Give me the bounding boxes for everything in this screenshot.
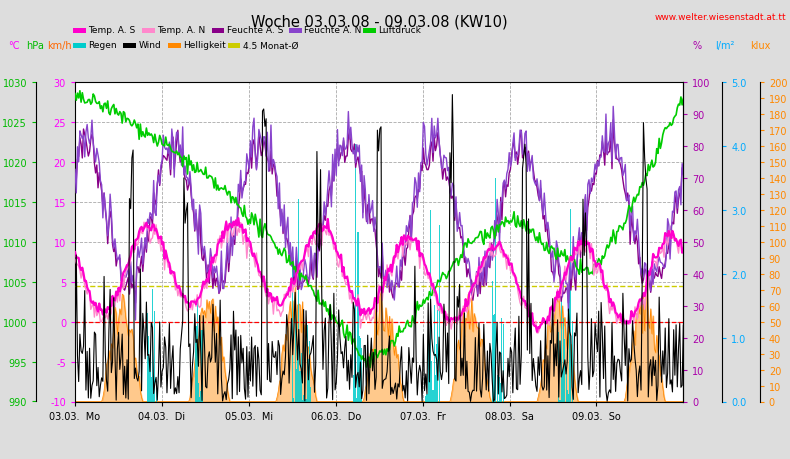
- Text: Regen: Regen: [88, 41, 117, 50]
- Bar: [569, 265, 570, 402]
- Bar: [195, 326, 197, 402]
- Bar: [152, 290, 153, 402]
- Bar: [201, 330, 202, 402]
- Bar: [301, 354, 302, 402]
- Bar: [429, 369, 430, 402]
- Text: Woche 03.03.08 - 09.03.08 (KW10): Woche 03.03.08 - 09.03.08 (KW10): [251, 15, 507, 30]
- Bar: [432, 390, 434, 402]
- Bar: [568, 394, 569, 402]
- Bar: [304, 379, 306, 402]
- Bar: [197, 297, 198, 402]
- Text: 4.5 Monat-Ø: 4.5 Monat-Ø: [243, 41, 298, 50]
- Bar: [293, 398, 295, 402]
- Bar: [352, 375, 354, 402]
- Text: www.welter.wiesenstadt.at.tt: www.welter.wiesenstadt.at.tt: [654, 13, 786, 22]
- Bar: [435, 375, 436, 402]
- Bar: [561, 302, 562, 402]
- Bar: [297, 352, 298, 402]
- Text: Feuchte A. N: Feuchte A. N: [304, 26, 362, 35]
- Bar: [307, 325, 308, 402]
- Bar: [499, 377, 500, 402]
- Bar: [361, 348, 362, 402]
- Bar: [153, 382, 154, 402]
- Bar: [438, 225, 439, 402]
- Text: hPa: hPa: [26, 41, 44, 51]
- Bar: [431, 362, 432, 402]
- Bar: [151, 377, 152, 402]
- Bar: [306, 399, 307, 402]
- Bar: [356, 397, 357, 402]
- Bar: [149, 359, 151, 402]
- Bar: [564, 339, 566, 402]
- Bar: [497, 375, 498, 402]
- Bar: [566, 391, 568, 402]
- Bar: [495, 178, 496, 402]
- Text: °C: °C: [8, 41, 20, 51]
- Bar: [571, 321, 573, 402]
- Bar: [570, 210, 571, 402]
- Bar: [436, 345, 437, 402]
- Bar: [199, 397, 200, 402]
- Bar: [295, 369, 297, 402]
- Bar: [559, 400, 561, 402]
- Text: Luftdruck: Luftdruck: [378, 26, 421, 35]
- Bar: [493, 315, 494, 402]
- Bar: [358, 232, 359, 402]
- Text: Feuchte A. S: Feuchte A. S: [227, 26, 283, 35]
- Bar: [355, 144, 356, 402]
- Bar: [308, 359, 309, 402]
- Text: Wind: Wind: [138, 41, 161, 50]
- Bar: [491, 281, 493, 402]
- Text: %: %: [692, 41, 702, 51]
- Text: l/m²: l/m²: [715, 41, 735, 51]
- Bar: [434, 306, 435, 402]
- Bar: [563, 318, 564, 402]
- Text: Temp. A. S: Temp. A. S: [88, 26, 136, 35]
- Bar: [427, 331, 429, 402]
- Bar: [310, 387, 311, 402]
- Bar: [562, 372, 563, 402]
- Text: Temp. A. N: Temp. A. N: [157, 26, 205, 35]
- Bar: [502, 325, 504, 402]
- Text: Helligkeit: Helligkeit: [183, 41, 226, 50]
- Bar: [302, 401, 303, 402]
- Bar: [430, 211, 431, 402]
- Bar: [299, 371, 300, 402]
- Bar: [500, 383, 502, 402]
- Text: km/h: km/h: [47, 41, 72, 51]
- Bar: [292, 257, 293, 402]
- Bar: [360, 338, 361, 402]
- Text: klux: klux: [750, 41, 771, 51]
- Bar: [154, 311, 156, 402]
- Bar: [354, 318, 355, 402]
- Bar: [147, 314, 149, 402]
- Bar: [303, 395, 304, 402]
- Bar: [198, 383, 199, 402]
- Bar: [309, 341, 310, 402]
- Bar: [425, 396, 427, 402]
